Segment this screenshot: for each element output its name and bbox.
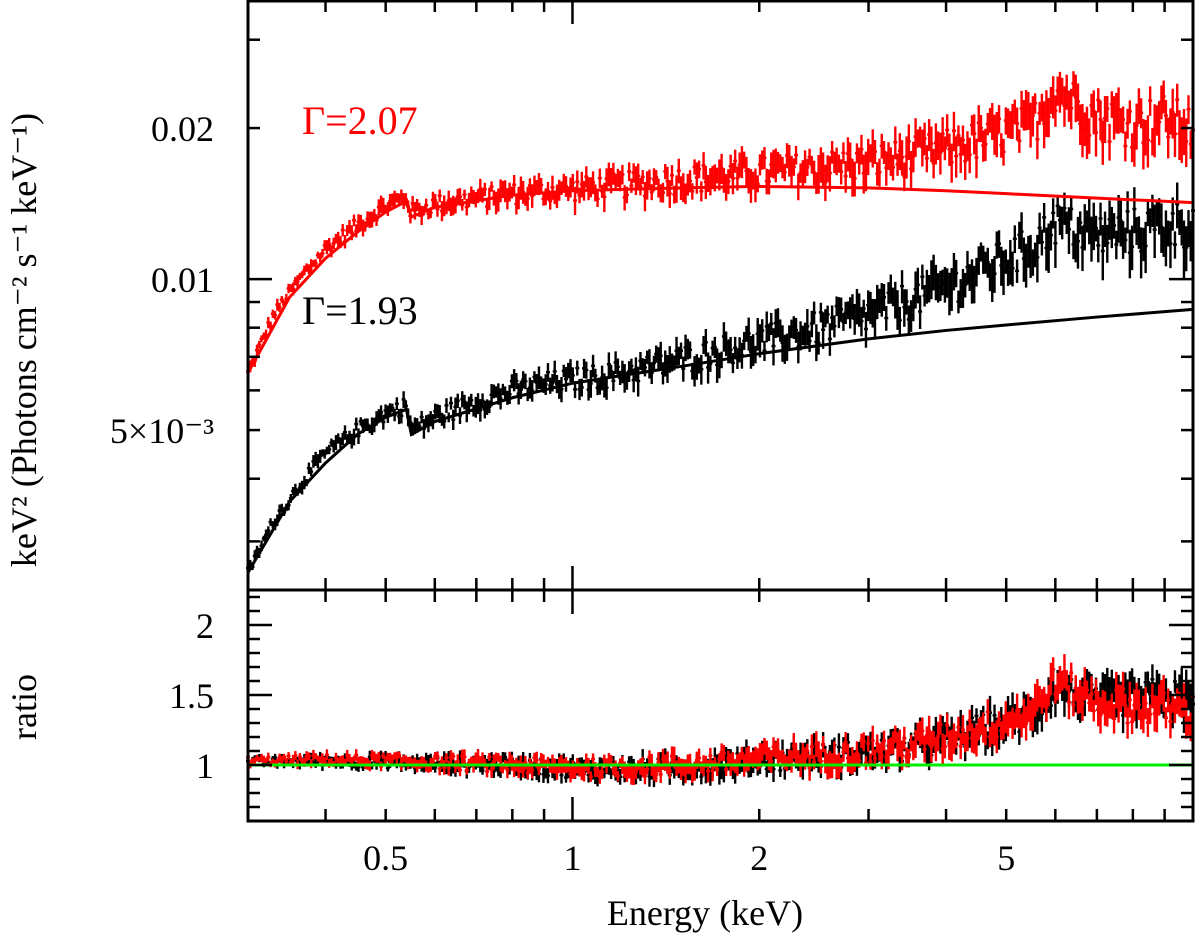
- y-axis-title-top: keV² (Photons cm⁻² s⁻¹ keV⁻¹): [4, 113, 44, 567]
- y-tick-label-top: 0.02: [151, 109, 214, 149]
- x-axis-title: Energy (keV): [607, 893, 803, 933]
- series-black-ratio: [246, 664, 1195, 788]
- axes-frame: [246, 0, 1195, 823]
- y-tick-label-top: 0.01: [151, 260, 214, 300]
- series-red-data: [246, 71, 1195, 375]
- x-tick-label: 5: [997, 838, 1015, 878]
- gamma-annotation-red: Γ=2.07: [302, 98, 418, 143]
- x-tick-label: 2: [750, 838, 768, 878]
- series-red-model: [246, 184, 1194, 374]
- bottom-panel: [246, 654, 1195, 788]
- ticks: [246, 0, 1195, 821]
- y-tick-label-bottom: 1.5: [169, 676, 214, 716]
- x-tick-label: 1: [563, 838, 581, 878]
- series-black-model: [246, 307, 1194, 574]
- gamma-annotation-black: Γ=1.93: [302, 288, 418, 333]
- y-tick-label-top: 5×10⁻³: [110, 411, 214, 451]
- y-tick-label-bottom: 2: [196, 606, 214, 646]
- x-tick-label: 0.5: [363, 838, 408, 878]
- series-black-data: [246, 182, 1195, 574]
- tick-labels: 5×10⁻³ 0.01 0.02 1 1.5 2 0.5 1 2 5: [110, 109, 1015, 878]
- top-panel: [246, 71, 1195, 574]
- bottom-frame: [246, 588, 1195, 823]
- y-tick-label-bottom: 1: [196, 746, 214, 786]
- y-axis-title-bottom: ratio: [4, 674, 44, 740]
